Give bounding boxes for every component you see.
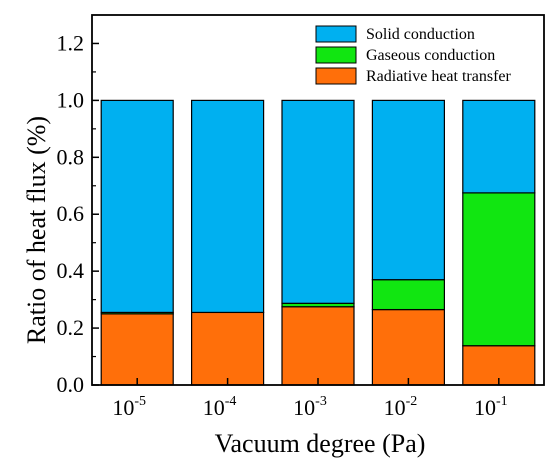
x-axis-label: Vacuum degree (Pa) [215, 429, 426, 458]
legend-label: Gaseous conduction [366, 47, 495, 64]
bar-segment-gaseous-conduction-3 [371, 279, 445, 311]
bar-segment-radiative-heat-transfer-0 [100, 313, 174, 386]
y-tick-label: 0.0 [57, 372, 85, 397]
legend-label: Radiative heat transfer [366, 68, 511, 85]
y-tick-label: 0.2 [57, 315, 85, 340]
legend-swatch-radiative-heat-transfer [315, 67, 357, 85]
y-tick-label: 1.2 [57, 30, 85, 55]
bar-segment-radiative-heat-transfer-1 [191, 311, 265, 386]
x-tick-label: 10-2 [384, 394, 418, 420]
y-tick-label: 0.8 [57, 144, 85, 169]
y-tick-label: 0.6 [57, 201, 85, 226]
bar-segment-radiative-heat-transfer-2 [281, 306, 355, 386]
bar-segment-solid-conduction-3 [371, 99, 445, 281]
bar-segment-solid-conduction-0 [100, 99, 174, 314]
y-tick-labels: 0.0 0.2 0.4 0.6 0.8 1.0 1.2 [57, 30, 85, 397]
bar-group [100, 99, 536, 386]
y-tick-label: 1.0 [57, 87, 85, 112]
y-axis-label: Ratio of heat flux (%) [22, 116, 51, 344]
x-tick-label: 10-4 [203, 394, 237, 420]
legend-swatch-solid-conduction [315, 25, 357, 43]
legend-swatch-gaseous-conduction [315, 46, 357, 64]
x-tick-label: 10-5 [112, 394, 146, 420]
bar-segment-gaseous-conduction-4 [462, 192, 536, 347]
x-tick-label: 10-3 [293, 394, 327, 420]
bar-segment-radiative-heat-transfer-3 [371, 308, 445, 386]
bar-segment-solid-conduction-1 [191, 99, 265, 314]
legend: Solid conduction Gaseous conduction Radiat… [315, 25, 511, 85]
bar-segment-solid-conduction-2 [281, 99, 355, 304]
axes [91, 14, 545, 386]
x-tick-label: 10-1 [474, 394, 508, 420]
bar-segment-solid-conduction-4 [462, 99, 536, 194]
y-tick-label: 0.4 [57, 258, 85, 283]
x-tick-labels: 10-5 10-4 10-3 10-2 10-1 [112, 394, 507, 420]
legend-label: Solid conduction [366, 26, 475, 43]
